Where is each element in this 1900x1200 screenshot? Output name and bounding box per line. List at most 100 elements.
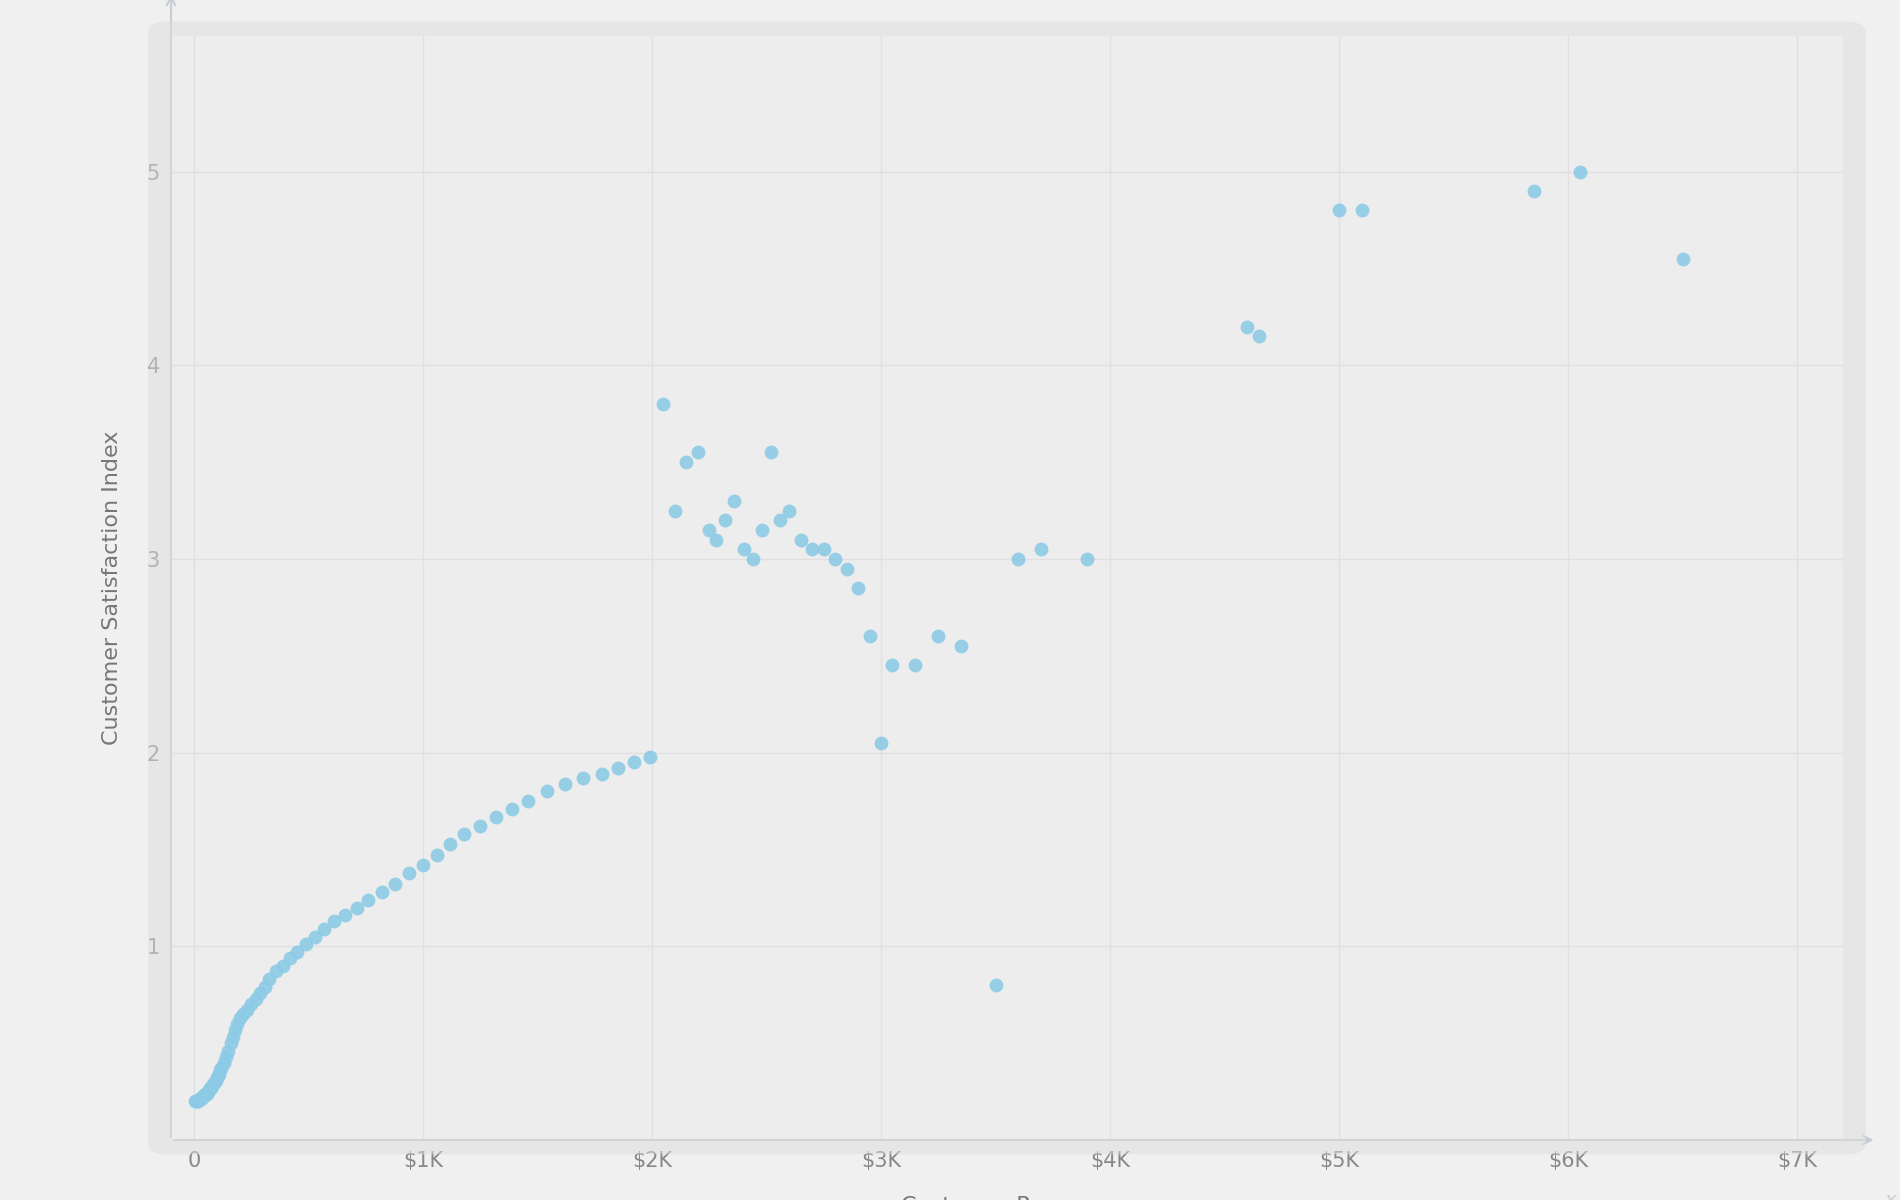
Point [568,768,598,787]
Point [198,1074,228,1093]
Point [220,1020,251,1039]
Point [798,540,828,559]
Point [182,1092,213,1111]
Point [190,1084,220,1103]
Point [635,746,665,766]
Point [737,550,768,569]
Point [747,521,777,540]
Point [188,1086,219,1105]
Point [232,1001,262,1020]
Point [466,817,496,836]
Point [513,792,543,811]
Y-axis label: Customer Satisfaction Index: Customer Satisfaction Index [101,431,122,745]
Point [249,977,279,996]
Point [218,1027,249,1046]
Point [549,774,579,793]
Point [773,500,804,520]
Point [201,1068,232,1087]
Point [701,530,732,550]
Point [201,1070,232,1090]
Point [300,928,331,947]
Point [203,1067,234,1086]
Point [353,890,384,910]
Point [619,752,650,772]
Point [196,1078,226,1097]
Point [866,733,897,752]
Point [787,530,817,550]
Point [367,882,397,901]
Point [448,824,479,844]
Point [711,511,741,530]
Point [203,1064,234,1084]
Point [1072,550,1102,569]
Point [1324,200,1355,220]
Point [766,511,796,530]
Point [659,500,690,520]
Point [682,443,712,462]
Point [498,799,528,818]
Point [198,1076,228,1096]
Point [192,1084,222,1103]
Point [194,1080,224,1099]
Point [180,1092,211,1111]
Point [207,1058,238,1078]
Point [182,1092,213,1111]
Point [878,656,908,676]
Point [194,1078,224,1097]
Point [844,578,874,598]
X-axis label: Customer Revenue: Customer Revenue [901,1196,1113,1200]
Point [186,1090,217,1109]
Point [276,948,306,967]
Point [291,935,321,954]
Point [228,1004,258,1024]
Point [1347,200,1378,220]
Point [393,863,424,882]
Point [192,1082,222,1102]
Point [587,764,618,784]
Point [422,846,452,865]
Point [180,1092,211,1111]
Point [694,521,724,540]
Point [809,540,840,559]
Point [319,912,350,931]
Point [1003,550,1034,569]
Point [200,1073,230,1092]
Point [310,919,340,938]
Point [980,976,1011,995]
Point [236,995,266,1014]
Point [188,1087,219,1106]
Point [260,962,291,982]
Point [205,1061,236,1080]
Point [832,559,863,578]
Point [1026,540,1056,559]
Point [222,1014,253,1033]
Point [408,856,439,875]
Point [756,443,787,462]
Point [215,1033,245,1052]
Point [946,636,977,655]
Point [720,491,750,510]
Point [648,395,678,414]
Point [331,906,361,925]
Point [224,1008,255,1027]
Point [268,956,298,976]
Point [211,1048,241,1067]
Point [281,942,312,961]
Point [923,626,954,646]
Point [184,1090,215,1109]
Point [1244,326,1275,346]
Point [481,806,511,826]
Point [1233,317,1264,336]
Point [671,452,701,472]
Text: x: x [1885,1192,1896,1200]
Point [241,989,272,1008]
Point [602,758,633,778]
Point [255,970,285,989]
Point [380,875,410,894]
Point [213,1042,243,1061]
Point [245,983,275,1002]
Point [728,540,758,559]
Point [821,550,851,569]
Point [435,834,466,853]
Point [532,781,562,800]
